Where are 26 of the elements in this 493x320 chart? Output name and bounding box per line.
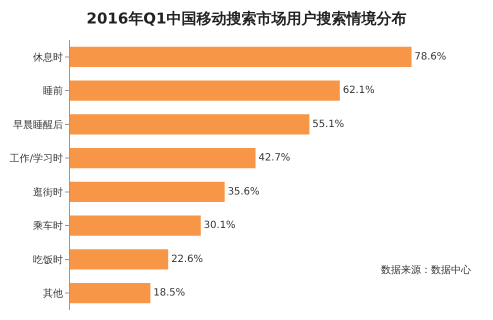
- data-label: 30.1%: [204, 220, 236, 232]
- annotation: 数据来源：数据中心: [381, 264, 471, 276]
- data-label: 18.5%: [153, 288, 186, 299]
- bar: [70, 216, 201, 236]
- y-tick-label: 睡前: [43, 85, 63, 98]
- y-tick-label: 逛街时: [33, 186, 63, 198]
- data-label: 55.1%: [312, 118, 344, 130]
- y-tick-label: 吃饭时: [33, 254, 63, 266]
- data-label: 42.7%: [258, 152, 290, 164]
- bar: [70, 283, 150, 304]
- bar: [70, 46, 412, 67]
- y-tick-label: 乘车时: [33, 220, 63, 232]
- bar: [70, 148, 256, 168]
- data-label: 35.6%: [228, 186, 260, 198]
- data-label: 22.6%: [171, 254, 203, 265]
- y-tick-label: 工作/学习时: [10, 152, 63, 165]
- bar: [70, 249, 168, 270]
- y-tick-label: 早晨睡醒后: [13, 118, 63, 131]
- y-tick-label: 其他: [43, 288, 63, 300]
- data-label: 78.6%: [414, 51, 446, 62]
- bar: [70, 80, 340, 101]
- data-label: 62.1%: [342, 85, 375, 96]
- chart-title: 2016年Q1中国移动搜索市场用户搜索情境分布: [86, 9, 406, 28]
- bar: [70, 114, 310, 134]
- bar: [70, 182, 225, 202]
- y-tick-label: 休息时: [33, 51, 63, 64]
